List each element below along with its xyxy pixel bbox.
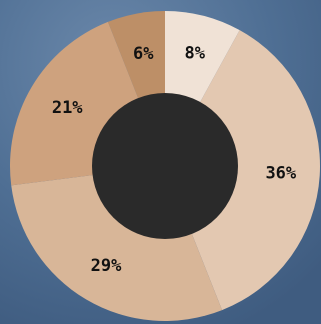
slice-label-3: 29%: [91, 256, 122, 276]
slice-2: [165, 30, 321, 311]
slice-labels: 8% 36% 29% 21% 6%: [52, 44, 297, 276]
slice-label-2: 36%: [265, 163, 296, 183]
donut-hole: [92, 93, 238, 239]
slice-label-4: 21%: [52, 98, 83, 118]
slice-label-1: 8%: [185, 44, 206, 64]
slice-label-5: 6%: [133, 44, 154, 64]
